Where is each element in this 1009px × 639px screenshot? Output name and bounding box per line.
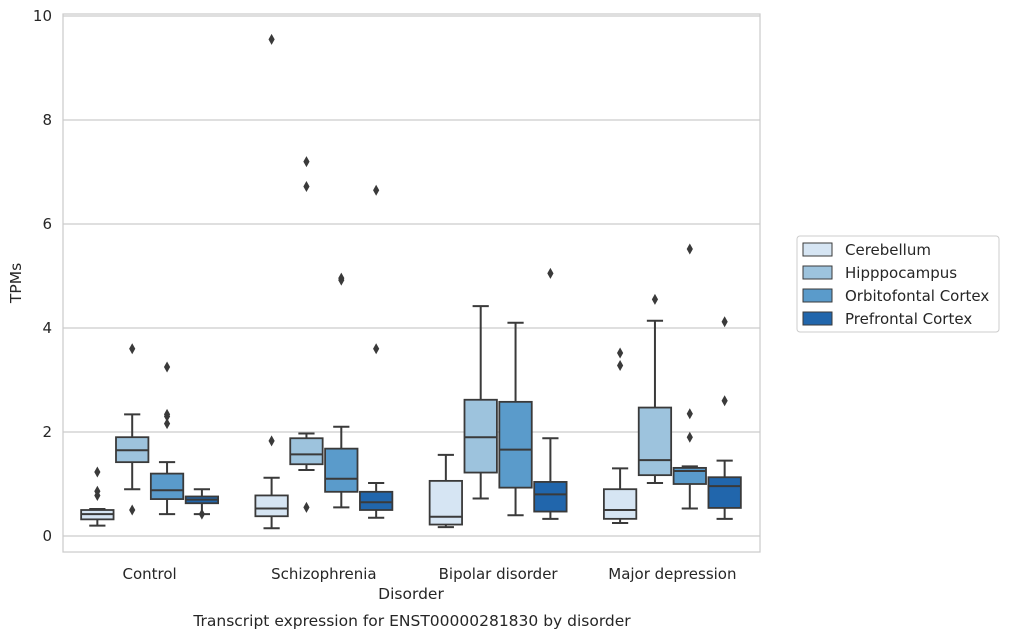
box-major-depression-cerebellum-outlier-0 (617, 359, 624, 371)
box-control-prefrontal-cortex (184, 488, 220, 520)
legend-frame (796, 235, 1000, 333)
y-tick-label-6: 6 (42, 215, 52, 233)
legend-swatch-orbitofontal-cortex (802, 288, 833, 303)
box-control-orbitofontal-cortex (149, 361, 185, 516)
box-major-depression-prefrontal-cortex-outlier-0 (721, 395, 728, 407)
box-schizophrenia-hipppocampus-outlier-2 (303, 156, 310, 168)
box-control-hipppocampus (115, 343, 150, 516)
box-control-hipppocampus-outlier-0 (129, 504, 136, 516)
box-control-cerebellum-outlier-2 (94, 466, 101, 478)
box-bipolar-disorder-prefrontal-cortex-outlier-0 (547, 267, 554, 279)
box-major-depression-orbitofontal-cortex (672, 243, 707, 510)
box-control-orbitofontal-cortex-outlier-2 (163, 408, 171, 420)
chart-caption: Transcript expression for ENST0000028183… (192, 612, 631, 630)
y-axis-label: TPMs (7, 263, 25, 304)
box-major-depression-cerebellum-iqr (602, 488, 638, 520)
box-control-orbitofontal-cortex-iqr (149, 472, 185, 500)
box-bipolar-disorder-cerebellum-iqr (428, 479, 463, 526)
box-schizophrenia-cerebellum-outlier-0 (268, 435, 275, 447)
y-tick-labels: 0 2 4 6 8 10 (33, 7, 52, 545)
y-tick-label-2: 2 (42, 423, 52, 441)
x-tick-label-schizophrenia: Schizophrenia (271, 565, 376, 583)
box-control-orbitofontal-cortex-outlier-3 (163, 361, 171, 373)
box-bipolar-disorder-orbitofontal-cortex-iqr (498, 400, 533, 489)
legend-label-cerebellum: Cerebellum (845, 241, 931, 259)
box-major-depression-hipppocampus-iqr (637, 406, 673, 477)
legend-swatch-cerebellum (802, 242, 833, 257)
box-bipolar-disorder-prefrontal-cortex (533, 267, 568, 520)
box-control-cerebellum (80, 466, 115, 527)
box-control-hipppocampus-outlier-1 (129, 343, 136, 355)
box-bipolar-disorder-cerebellum (428, 453, 463, 529)
box-bipolar-disorder-orbitofontal-cortex (498, 321, 533, 517)
box-schizophrenia-hipppocampus-iqr (289, 437, 324, 466)
box-control-cerebellum-outlier-1 (94, 485, 101, 497)
x-tick-label-control: Control (123, 565, 177, 583)
box-schizophrenia-hipppocampus-outlier-0 (303, 501, 310, 513)
box-schizophrenia-cerebellum (254, 33, 289, 530)
box-groups (80, 33, 742, 530)
box-major-depression-prefrontal-cortex (707, 316, 742, 520)
legend-label-orbitofontal-cortex: Orbitofontal Cortex (845, 287, 989, 305)
box-major-depression-cerebellum-outlier-1 (617, 347, 624, 359)
box-schizophrenia-orbitofontal-cortex-outlier-1 (338, 272, 345, 284)
legend-swatch-prefrontal-cortex (802, 311, 833, 326)
x-tick-label-bipolar-disorder: Bipolar disorder (439, 565, 559, 583)
box-schizophrenia-orbitofontal-cortex (324, 272, 359, 509)
box-schizophrenia-hipppocampus (289, 156, 324, 513)
legend: Cerebellum Hipppocampus Orbitofontal Corte… (796, 235, 1000, 333)
x-tick-labels: Control Schizophrenia Bipolar disorder Majo… (123, 565, 737, 583)
legend-items: Cerebellum Hipppocampus Orbitofontal Corte… (802, 241, 989, 328)
box-major-depression-orbitofontal-cortex-outlier-1 (686, 408, 693, 420)
box-schizophrenia-cerebellum-outlier-1 (268, 33, 275, 45)
legend-label-hipppocampus: Hipppocampus (845, 264, 957, 282)
box-schizophrenia-prefrontal-cortex-outlier-0 (373, 343, 380, 355)
box-schizophrenia-orbitofontal-cortex-iqr (324, 447, 359, 493)
box-bipolar-disorder-prefrontal-cortex-iqr (533, 481, 568, 513)
box-major-depression-hipppocampus-outlier-0 (651, 293, 659, 305)
box-schizophrenia-prefrontal-cortex (359, 184, 394, 519)
box-control-prefrontal-cortex-outlier-0 (198, 508, 205, 520)
box-bipolar-disorder-hipppocampus (463, 305, 498, 500)
legend-label-prefrontal-cortex: Prefrontal Cortex (845, 310, 972, 328)
box-major-depression-prefrontal-cortex-iqr (707, 476, 742, 509)
box-major-depression-orbitofontal-cortex-outlier-2 (686, 243, 693, 255)
x-tick-label-major-depression: Major depression (608, 565, 736, 583)
y-tick-label-4: 4 (42, 319, 52, 337)
box-schizophrenia-prefrontal-cortex-outlier-1 (373, 184, 380, 196)
box-major-depression-hipppocampus (637, 293, 673, 484)
legend-swatch-hipppocampus (802, 265, 833, 280)
box-schizophrenia-cerebellum-iqr (254, 494, 289, 518)
y-tick-label-0: 0 (42, 527, 52, 545)
y-tick-label-8: 8 (42, 111, 52, 129)
y-tick-label-10: 10 (33, 7, 52, 25)
box-major-depression-orbitofontal-cortex-outlier-0 (686, 431, 693, 443)
box-schizophrenia-hipppocampus-outlier-1 (303, 181, 310, 193)
box-major-depression-prefrontal-cortex-outlier-1 (721, 316, 728, 328)
box-schizophrenia-prefrontal-cortex-iqr (359, 490, 394, 511)
box-control-orbitofontal-cortex-outlier-0 (163, 418, 171, 430)
x-axis-label: Disorder (378, 585, 444, 603)
box-bipolar-disorder-hipppocampus-iqr (463, 398, 498, 474)
box-major-depression-cerebellum (602, 347, 638, 524)
